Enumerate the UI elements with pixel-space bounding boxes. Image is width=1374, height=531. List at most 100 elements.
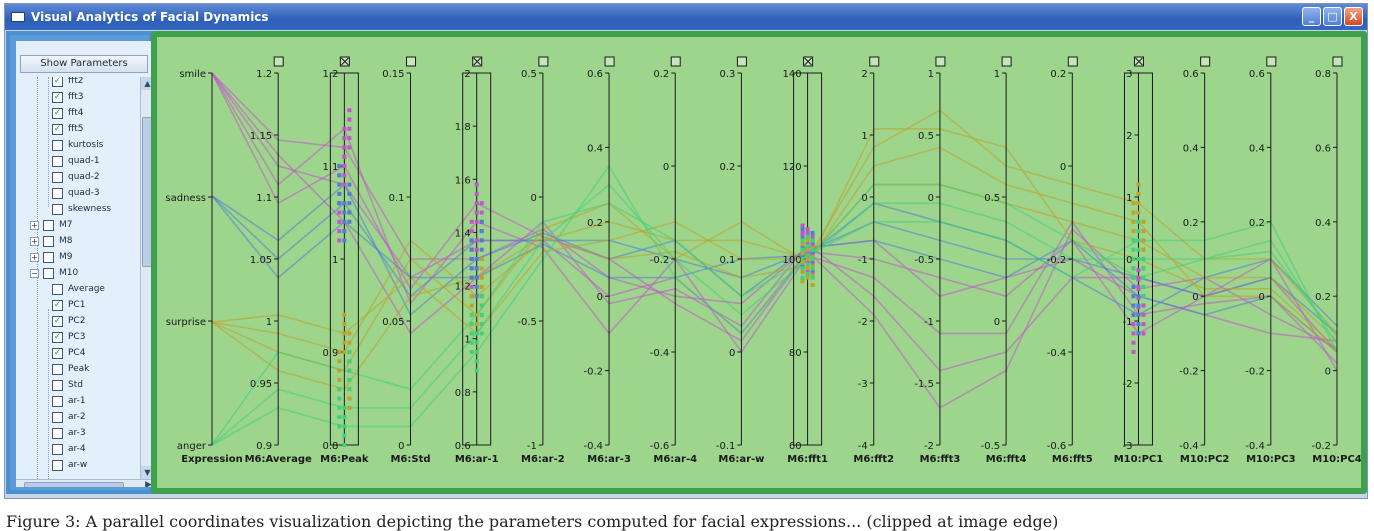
data-point-smile bbox=[474, 201, 479, 206]
data-point-surprise bbox=[1141, 219, 1146, 224]
tree-item-fft2[interactable]: ✓ fft2 bbox=[52, 77, 83, 89]
data-point-sadness bbox=[342, 219, 347, 224]
axis-toggle-checkbox[interactable] bbox=[736, 56, 747, 67]
maximize-button[interactable]: □ bbox=[1323, 7, 1342, 26]
parameter-tree: ✓ fft2 ✓ fft3 ✓ fft4 ✓ fft5 kurtosis quad-1 quad-2… bbox=[16, 77, 140, 479]
checkbox[interactable] bbox=[52, 283, 63, 295]
checkbox[interactable] bbox=[52, 139, 63, 151]
checkbox[interactable]: ✓ bbox=[52, 77, 63, 87]
tree-item-ar-w[interactable]: ar-w bbox=[52, 457, 87, 473]
expand-icon[interactable]: + bbox=[30, 252, 39, 262]
axis-toggle-checkbox[interactable] bbox=[1332, 56, 1343, 67]
axis-toggle-checkbox[interactable] bbox=[935, 56, 946, 67]
tree-item-fft3[interactable]: ✓ fft3 bbox=[52, 89, 83, 105]
checkbox[interactable] bbox=[52, 443, 63, 455]
axis-toggle-checkbox[interactable] bbox=[1001, 56, 1012, 67]
tree-item-label: ar-w bbox=[68, 460, 88, 470]
axis-toggle-checkbox[interactable] bbox=[538, 56, 549, 67]
data-point-surprise bbox=[1136, 201, 1141, 206]
axis-toggle-checkbox[interactable] bbox=[273, 56, 284, 67]
checkbox[interactable]: ✓ bbox=[52, 331, 63, 343]
tree-item-ar-3[interactable]: ar-3 bbox=[52, 425, 86, 441]
tree-horizontal-scrollbar[interactable]: ▶ bbox=[16, 479, 154, 487]
checkbox[interactable] bbox=[52, 427, 63, 439]
tree-item-ar-4[interactable]: ar-4 bbox=[52, 441, 86, 457]
axis-toggle-checkbox[interactable] bbox=[869, 56, 880, 67]
tree-item-pc4[interactable]: ✓ PC4 bbox=[52, 345, 85, 361]
parallel-coordinates-chart[interactable]: smile sadness surprise anger Expression 1.2 1.… bbox=[157, 37, 1361, 488]
scroll-up-icon[interactable]: ▲ bbox=[141, 77, 154, 90]
axis-toggle-checkbox[interactable] bbox=[1200, 56, 1211, 67]
expand-icon[interactable]: − bbox=[30, 268, 39, 278]
checkbox[interactable]: ✓ bbox=[52, 299, 63, 311]
tree-item-average[interactable]: Average bbox=[52, 281, 105, 297]
data-point-smile bbox=[1141, 312, 1146, 317]
tree-item-std[interactable]: Std bbox=[52, 377, 83, 393]
checkbox[interactable] bbox=[43, 235, 54, 247]
minimize-button[interactable]: _ bbox=[1302, 7, 1321, 26]
checkbox[interactable] bbox=[52, 171, 63, 183]
scroll-thumb[interactable] bbox=[24, 482, 124, 487]
tree-item-m9[interactable]: + M9 bbox=[30, 249, 73, 265]
checkbox[interactable] bbox=[43, 251, 54, 263]
axis-toggle-checkbox[interactable] bbox=[670, 56, 681, 67]
data-point-anger bbox=[337, 415, 342, 420]
data-point-anger bbox=[810, 257, 815, 261]
tree-item-fft4[interactable]: ✓ fft4 bbox=[52, 105, 83, 121]
tree-item-fft5[interactable]: ✓ fft5 bbox=[52, 121, 83, 137]
tree-item-peak[interactable]: Peak bbox=[52, 361, 89, 377]
checkbox[interactable]: ✓ bbox=[52, 123, 63, 135]
axis-toggle-checkbox[interactable] bbox=[604, 56, 615, 67]
expand-icon[interactable]: + bbox=[30, 220, 39, 230]
tree-item-ar-1[interactable]: ar-1 bbox=[52, 393, 86, 409]
checkbox[interactable]: ✓ bbox=[52, 315, 63, 327]
data-point-sadness bbox=[479, 229, 484, 234]
tree-item-quad-2[interactable]: quad-2 bbox=[52, 169, 100, 185]
data-point-smile bbox=[469, 284, 474, 289]
data-point-sadness bbox=[1136, 312, 1141, 317]
expand-icon[interactable]: + bbox=[30, 236, 39, 246]
tree-item-m7[interactable]: + M7 bbox=[30, 217, 73, 233]
checkbox[interactable] bbox=[52, 395, 63, 407]
tree-item-pc3[interactable]: ✓ PC3 bbox=[52, 329, 85, 345]
tree-item-m8[interactable]: + M8 bbox=[30, 233, 73, 249]
scroll-right-icon[interactable]: ▶ bbox=[145, 480, 152, 487]
checkbox[interactable] bbox=[52, 363, 63, 375]
checkbox[interactable] bbox=[52, 203, 63, 215]
data-point-smile bbox=[337, 219, 342, 224]
checkbox[interactable] bbox=[52, 459, 63, 471]
data-point-sadness bbox=[469, 238, 474, 243]
checkbox[interactable] bbox=[52, 411, 63, 423]
close-button[interactable]: X bbox=[1344, 7, 1363, 26]
checkbox[interactable]: ✓ bbox=[52, 347, 63, 359]
data-point-surprise bbox=[469, 303, 474, 308]
tick-label: 0 bbox=[1126, 255, 1132, 266]
checkbox[interactable] bbox=[43, 267, 54, 279]
scroll-down-icon[interactable]: ▼ bbox=[141, 466, 154, 479]
checkbox[interactable] bbox=[52, 187, 63, 199]
axis-toggle-checkbox[interactable] bbox=[406, 56, 417, 67]
data-point-surprise bbox=[342, 322, 347, 327]
checkbox[interactable] bbox=[52, 379, 63, 391]
data-point-anger bbox=[800, 247, 805, 252]
tree-item-pc2[interactable]: ✓ PC2 bbox=[52, 313, 85, 329]
axis-toggle-checkbox[interactable] bbox=[1266, 56, 1277, 67]
show-parameters-button[interactable]: Show Parameters bbox=[20, 55, 148, 73]
checkbox[interactable] bbox=[43, 219, 54, 231]
tick-label: 0.2 bbox=[720, 162, 736, 173]
tree-item-skewness[interactable]: skewness bbox=[52, 201, 111, 217]
tree-item-ar-2[interactable]: ar-2 bbox=[52, 409, 86, 425]
tree-item-quad-3[interactable]: quad-3 bbox=[52, 185, 100, 201]
checkbox[interactable]: ✓ bbox=[52, 107, 63, 119]
tick-label: -0.6 bbox=[650, 441, 670, 452]
tree-item-m10[interactable]: − M10 bbox=[30, 265, 78, 281]
tree-item-label: skewness bbox=[68, 204, 112, 214]
tree-item-kurtosis[interactable]: kurtosis bbox=[52, 137, 103, 153]
checkbox[interactable] bbox=[52, 155, 63, 167]
tree-item-quad-1[interactable]: quad-1 bbox=[52, 153, 100, 169]
tree-item-pc1[interactable]: ✓ PC1 bbox=[52, 297, 85, 313]
axis-toggle-checkbox[interactable] bbox=[1067, 56, 1078, 67]
title-bar[interactable]: Visual Analytics of Facial Dynamics _ □ … bbox=[5, 4, 1367, 30]
tick-label: 0.2 bbox=[653, 69, 669, 80]
checkbox[interactable]: ✓ bbox=[52, 91, 63, 103]
